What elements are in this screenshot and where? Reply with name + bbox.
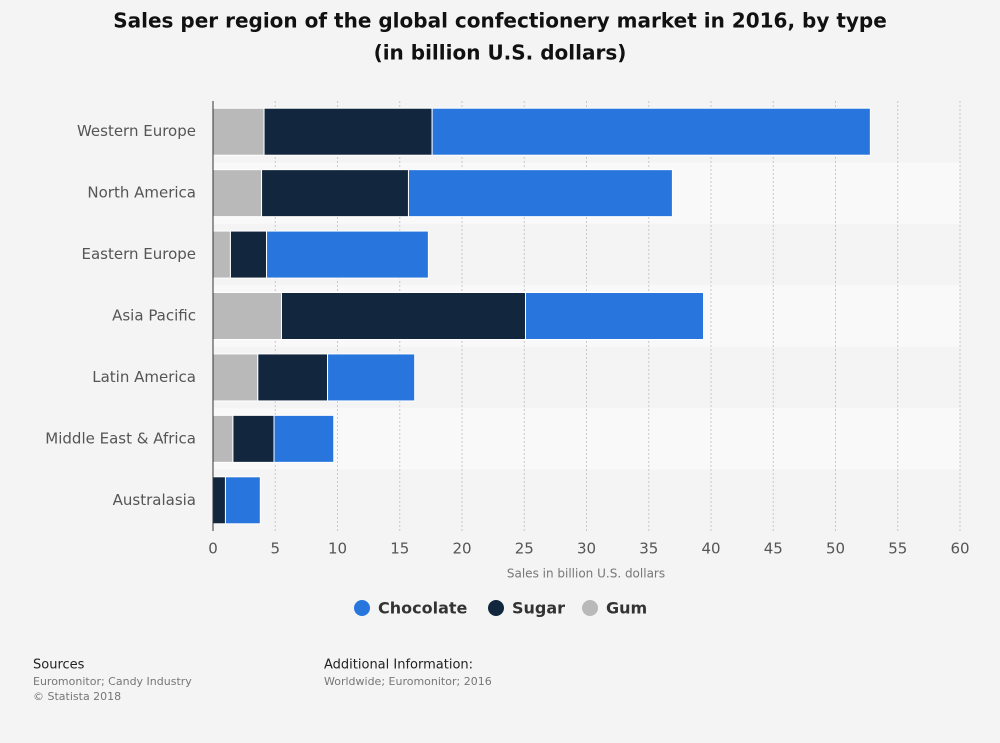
bar-segment (407, 169, 673, 218)
y-tick-label: Latin America (92, 368, 196, 386)
bar-segment (263, 107, 433, 156)
x-tick-label: 35 (639, 540, 658, 558)
bar-segment (273, 414, 335, 463)
y-tick-label: Asia Pacific (112, 307, 196, 325)
bar-segment (212, 476, 226, 525)
bar-segment (257, 353, 329, 402)
x-tick-label: 15 (390, 540, 409, 558)
sources-text: © Statista 2018 (33, 690, 121, 703)
bar-segment (212, 353, 259, 402)
x-tick-label: 10 (328, 540, 347, 558)
x-tick-label: 50 (826, 540, 845, 558)
y-tick-label: Eastern Europe (81, 245, 196, 263)
bar-segment (229, 230, 268, 279)
y-tick-label: Australasia (113, 491, 196, 509)
bar-segment (431, 107, 871, 156)
sources-title: Sources (33, 658, 85, 673)
bar-segment (280, 292, 526, 340)
bar-segment (212, 169, 263, 218)
x-axis-label: Sales in billion U.S. dollars (507, 567, 665, 581)
chart-title: Sales per region of the global confectio… (113, 9, 887, 33)
legend-marker (582, 600, 598, 616)
x-tick-label: 30 (577, 540, 596, 558)
x-tick-label: 0 (208, 540, 218, 558)
bar-segment (224, 476, 261, 525)
bar-segment (266, 230, 429, 279)
legend-label: Chocolate (378, 599, 468, 618)
x-tick-label: 25 (515, 540, 534, 558)
y-tick-label: North America (87, 184, 196, 202)
info-text: Worldwide; Euromonitor; 2016 (324, 675, 492, 688)
legend-label: Gum (606, 599, 647, 618)
x-tick-label: 5 (270, 540, 280, 558)
chart-title: (in billion U.S. dollars) (374, 41, 627, 65)
x-tick-label: 60 (950, 540, 969, 558)
legend-marker (354, 600, 370, 616)
bar-segment (212, 230, 231, 279)
bar-segment (232, 414, 275, 463)
bar-segment (524, 292, 705, 340)
legend-label: Sugar (512, 599, 565, 618)
y-tick-label: Western Europe (77, 122, 196, 140)
bar-segment (212, 107, 265, 156)
y-tick-label: Middle East & Africa (45, 429, 196, 447)
legend-marker (488, 600, 504, 616)
x-tick-label: 45 (764, 540, 783, 558)
bar-segment (327, 353, 416, 402)
x-tick-label: 20 (452, 540, 471, 558)
info-title: Additional Information: (324, 658, 473, 673)
x-tick-label: 40 (701, 540, 720, 558)
bar-segment (261, 169, 409, 218)
bar-segment (212, 292, 282, 340)
x-tick-label: 55 (888, 540, 907, 558)
bar-segment (212, 414, 234, 463)
sources-text: Euromonitor; Candy Industry (33, 675, 192, 688)
